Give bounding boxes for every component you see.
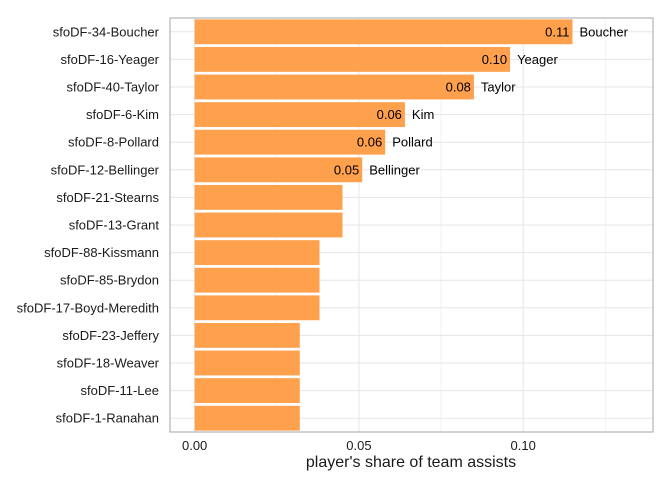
bar bbox=[194, 267, 320, 293]
y-category-label: sfoDF-12-Bellinger bbox=[51, 162, 160, 177]
y-axis-category-labels: sfoDF-34-Boucher sfoDF-16-Yeager sfoDF-40-… bbox=[17, 24, 160, 425]
y-category-label: sfoDF-8-Pollard bbox=[68, 135, 159, 150]
bar bbox=[194, 240, 320, 266]
y-category-label: sfoDF-6-Kim bbox=[86, 107, 159, 122]
bar-value-label: 0.10 bbox=[482, 52, 507, 67]
bars bbox=[194, 19, 573, 431]
y-category-label: sfoDF-17-Boyd-Meredith bbox=[17, 300, 159, 315]
bar-value-label: 0.06 bbox=[357, 135, 382, 150]
y-category-label: sfoDF-88-Kissmann bbox=[44, 245, 159, 260]
bar-name-label: Kim bbox=[412, 107, 434, 122]
bar-value-label: 0.11 bbox=[545, 24, 569, 39]
y-category-label: sfoDF-1-Ranahan bbox=[56, 411, 159, 426]
bar-name-label: Pollard bbox=[392, 135, 432, 150]
bar-labels: 0.11 Boucher 0.10 Yeager 0.08 Taylor 0.06 Kim 0.… bbox=[334, 24, 629, 177]
y-category-label: sfoDF-18-Weaver bbox=[57, 356, 160, 371]
bar bbox=[194, 129, 386, 155]
bar bbox=[194, 322, 300, 348]
bar-name-label: Boucher bbox=[580, 24, 629, 39]
y-category-label: sfoDF-16-Yeager bbox=[60, 52, 159, 67]
y-category-label: sfoDF-23-Jeffery bbox=[62, 328, 159, 343]
bar bbox=[194, 74, 474, 100]
bar-value-label: 0.05 bbox=[334, 162, 359, 177]
bar-value-label: 0.08 bbox=[446, 80, 471, 95]
bar bbox=[194, 19, 573, 45]
bar-name-label: Bellinger bbox=[369, 162, 420, 177]
bar-value-label: 0.06 bbox=[377, 107, 402, 122]
bar bbox=[194, 184, 343, 210]
x-tick-label: 0.10 bbox=[511, 438, 536, 453]
bar bbox=[194, 46, 511, 72]
bar bbox=[194, 405, 300, 431]
bar bbox=[194, 378, 300, 404]
x-axis-tick-labels: 0.00 0.05 0.10 bbox=[182, 438, 536, 453]
bar-name-label: Taylor bbox=[481, 80, 516, 95]
x-axis-title: player's share of team assists bbox=[306, 454, 516, 471]
y-category-label: sfoDF-11-Lee bbox=[80, 383, 159, 398]
bar-name-label: Yeager bbox=[517, 52, 558, 67]
y-category-label: sfoDF-21-Stearns bbox=[56, 190, 159, 205]
bar bbox=[194, 295, 320, 321]
y-category-label: sfoDF-34-Boucher bbox=[53, 24, 160, 39]
bar bbox=[194, 157, 363, 183]
x-tick-label: 0.05 bbox=[346, 438, 371, 453]
plot-panel-border bbox=[169, 17, 654, 433]
y-category-label: sfoDF-85-Brydon bbox=[60, 273, 159, 288]
y-category-label: sfoDF-40-Taylor bbox=[67, 80, 160, 95]
bar bbox=[194, 102, 405, 128]
bar bbox=[194, 350, 300, 376]
x-tick-label: 0.00 bbox=[182, 438, 207, 453]
bar bbox=[194, 212, 343, 238]
y-category-label: sfoDF-13-Grant bbox=[69, 218, 160, 233]
